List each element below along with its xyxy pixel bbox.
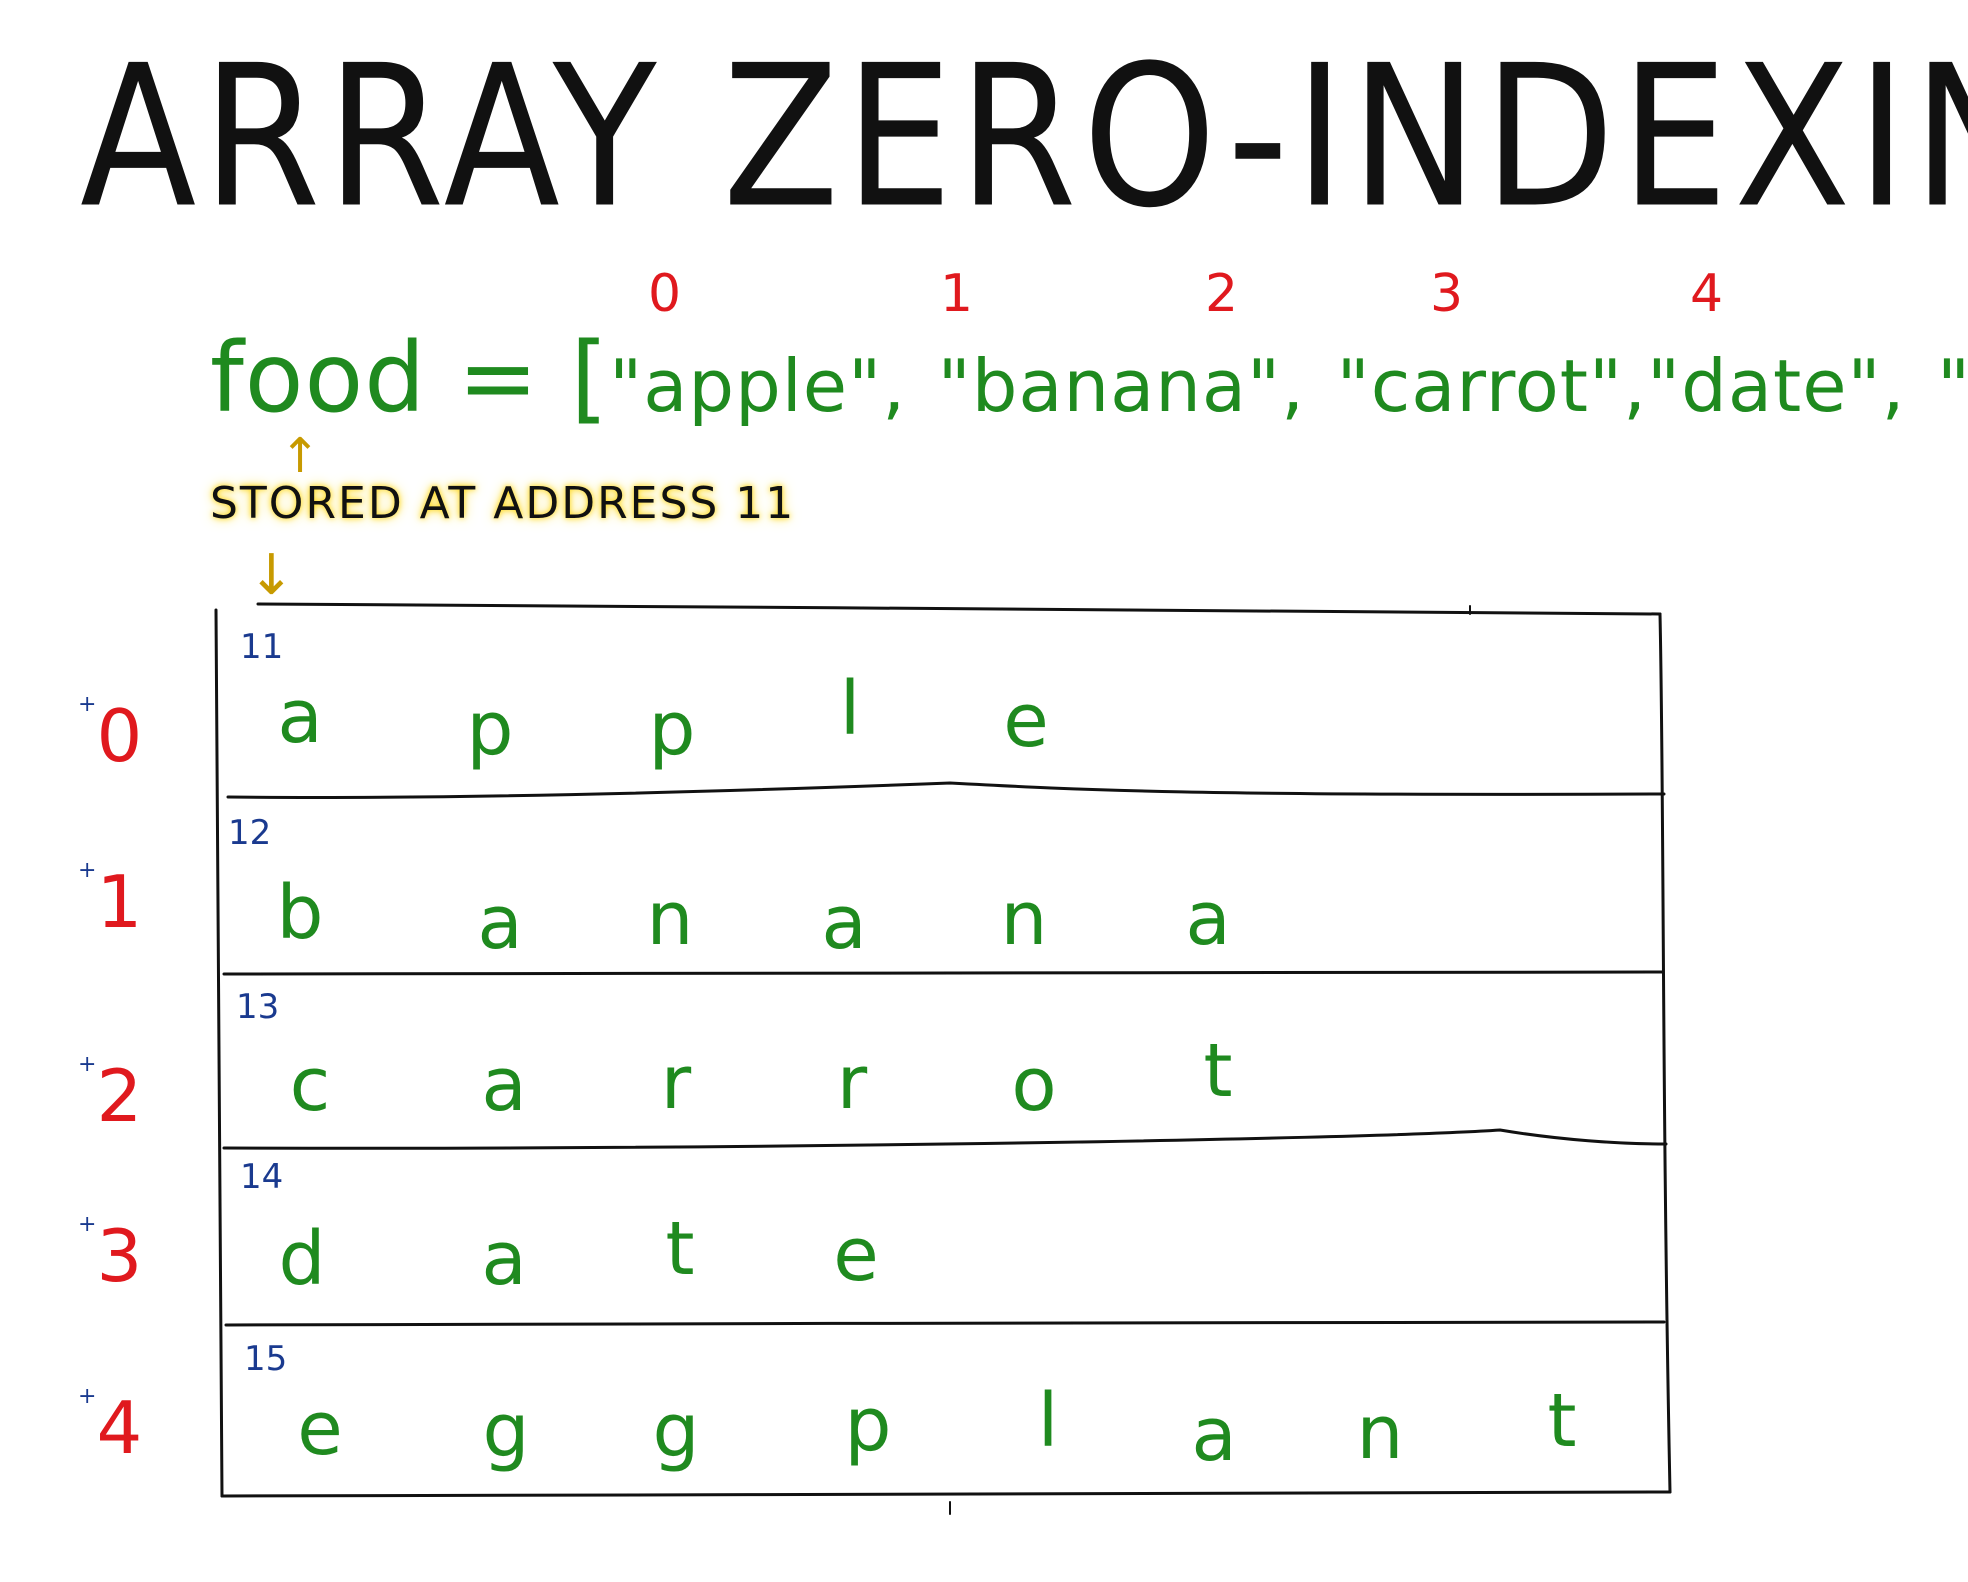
char-cell: e xyxy=(1003,678,1049,764)
char-cell: d xyxy=(278,1216,326,1302)
char-cell: a xyxy=(481,1216,527,1302)
row-divider-1 xyxy=(226,781,1666,799)
char-cell: e xyxy=(833,1212,879,1298)
row-address-0: 11 xyxy=(240,627,284,667)
item-index-0: 0 xyxy=(648,264,682,324)
equals-sign: = xyxy=(457,322,540,434)
arrow-up-icon: ↑ xyxy=(280,428,321,484)
char-cell: r xyxy=(660,1040,692,1126)
char-cell: a xyxy=(1185,876,1231,962)
row-divider-4 xyxy=(224,1320,1666,1327)
char-cell: t xyxy=(665,1206,695,1292)
array-item-3: "date" xyxy=(1647,344,1882,428)
item-separator: , xyxy=(1623,344,1648,428)
char-cell: g xyxy=(482,1388,530,1474)
item-separator: , xyxy=(1881,344,1906,428)
char-cell: a xyxy=(477,880,523,966)
row-address-4: 15 xyxy=(244,1339,288,1379)
char-cell: a xyxy=(481,1042,527,1128)
item-index-1: 1 xyxy=(940,264,974,324)
diagram-title: ARRAY ZERO-INDEXING xyxy=(80,23,1968,252)
char-cell: n xyxy=(646,876,694,962)
row-offset-4: +4 xyxy=(78,1384,143,1470)
open-bracket: [ xyxy=(570,322,610,434)
item-separator: , xyxy=(1281,344,1306,428)
table-left-edge xyxy=(214,608,224,1498)
row-address-2: 13 xyxy=(236,987,280,1027)
row-address-1: 12 xyxy=(228,813,272,853)
char-cell: n xyxy=(1356,1390,1404,1476)
row-divider-2 xyxy=(222,970,1664,976)
char-cell: p xyxy=(844,1382,892,1468)
char-cell: a xyxy=(821,880,867,966)
char-cell: p xyxy=(648,686,696,772)
row-address-3: 14 xyxy=(240,1157,284,1197)
table-right-edge xyxy=(1658,612,1672,1494)
row-offset-3: +3 xyxy=(78,1212,143,1298)
char-cell: p xyxy=(466,686,514,772)
array-item-0: "apple" xyxy=(609,344,883,428)
char-cell: t xyxy=(1547,1378,1577,1464)
array-item-1: "banana" xyxy=(937,344,1282,428)
array-item-2: "carrot" xyxy=(1336,344,1624,428)
item-index-2: 2 xyxy=(1205,264,1239,324)
table-top-line xyxy=(256,602,1662,616)
char-cell: a xyxy=(277,674,323,760)
char-cell: a xyxy=(1191,1392,1237,1478)
row-divider-3 xyxy=(222,1128,1668,1150)
item-separator: , xyxy=(882,344,907,428)
variable-name: food xyxy=(210,322,427,434)
row-offset-0: +0 xyxy=(78,692,143,778)
char-cell: n xyxy=(1000,876,1048,962)
char-cell: r xyxy=(836,1040,868,1126)
arrow-down-icon: ↓ xyxy=(248,543,295,608)
char-cell: o xyxy=(1011,1042,1057,1128)
array-declaration: food = ["apple", "banana", "carrot","dat… xyxy=(210,330,1968,426)
row-offset-2: +2 xyxy=(78,1052,143,1138)
row-offset-1: +1 xyxy=(78,858,143,944)
address-note: STORED AT ADDRESS 11 xyxy=(210,478,796,529)
char-cell: b xyxy=(276,870,324,956)
item-index-4: 4 xyxy=(1690,264,1724,324)
char-cell: l xyxy=(839,666,861,752)
char-cell: c xyxy=(289,1042,331,1128)
char-cell: l xyxy=(1037,1378,1059,1464)
char-cell: g xyxy=(652,1388,700,1474)
char-cell: e xyxy=(297,1386,343,1472)
item-index-3: 3 xyxy=(1430,264,1464,324)
table-bottom-line xyxy=(220,1490,1672,1498)
char-cell: t xyxy=(1203,1028,1233,1114)
